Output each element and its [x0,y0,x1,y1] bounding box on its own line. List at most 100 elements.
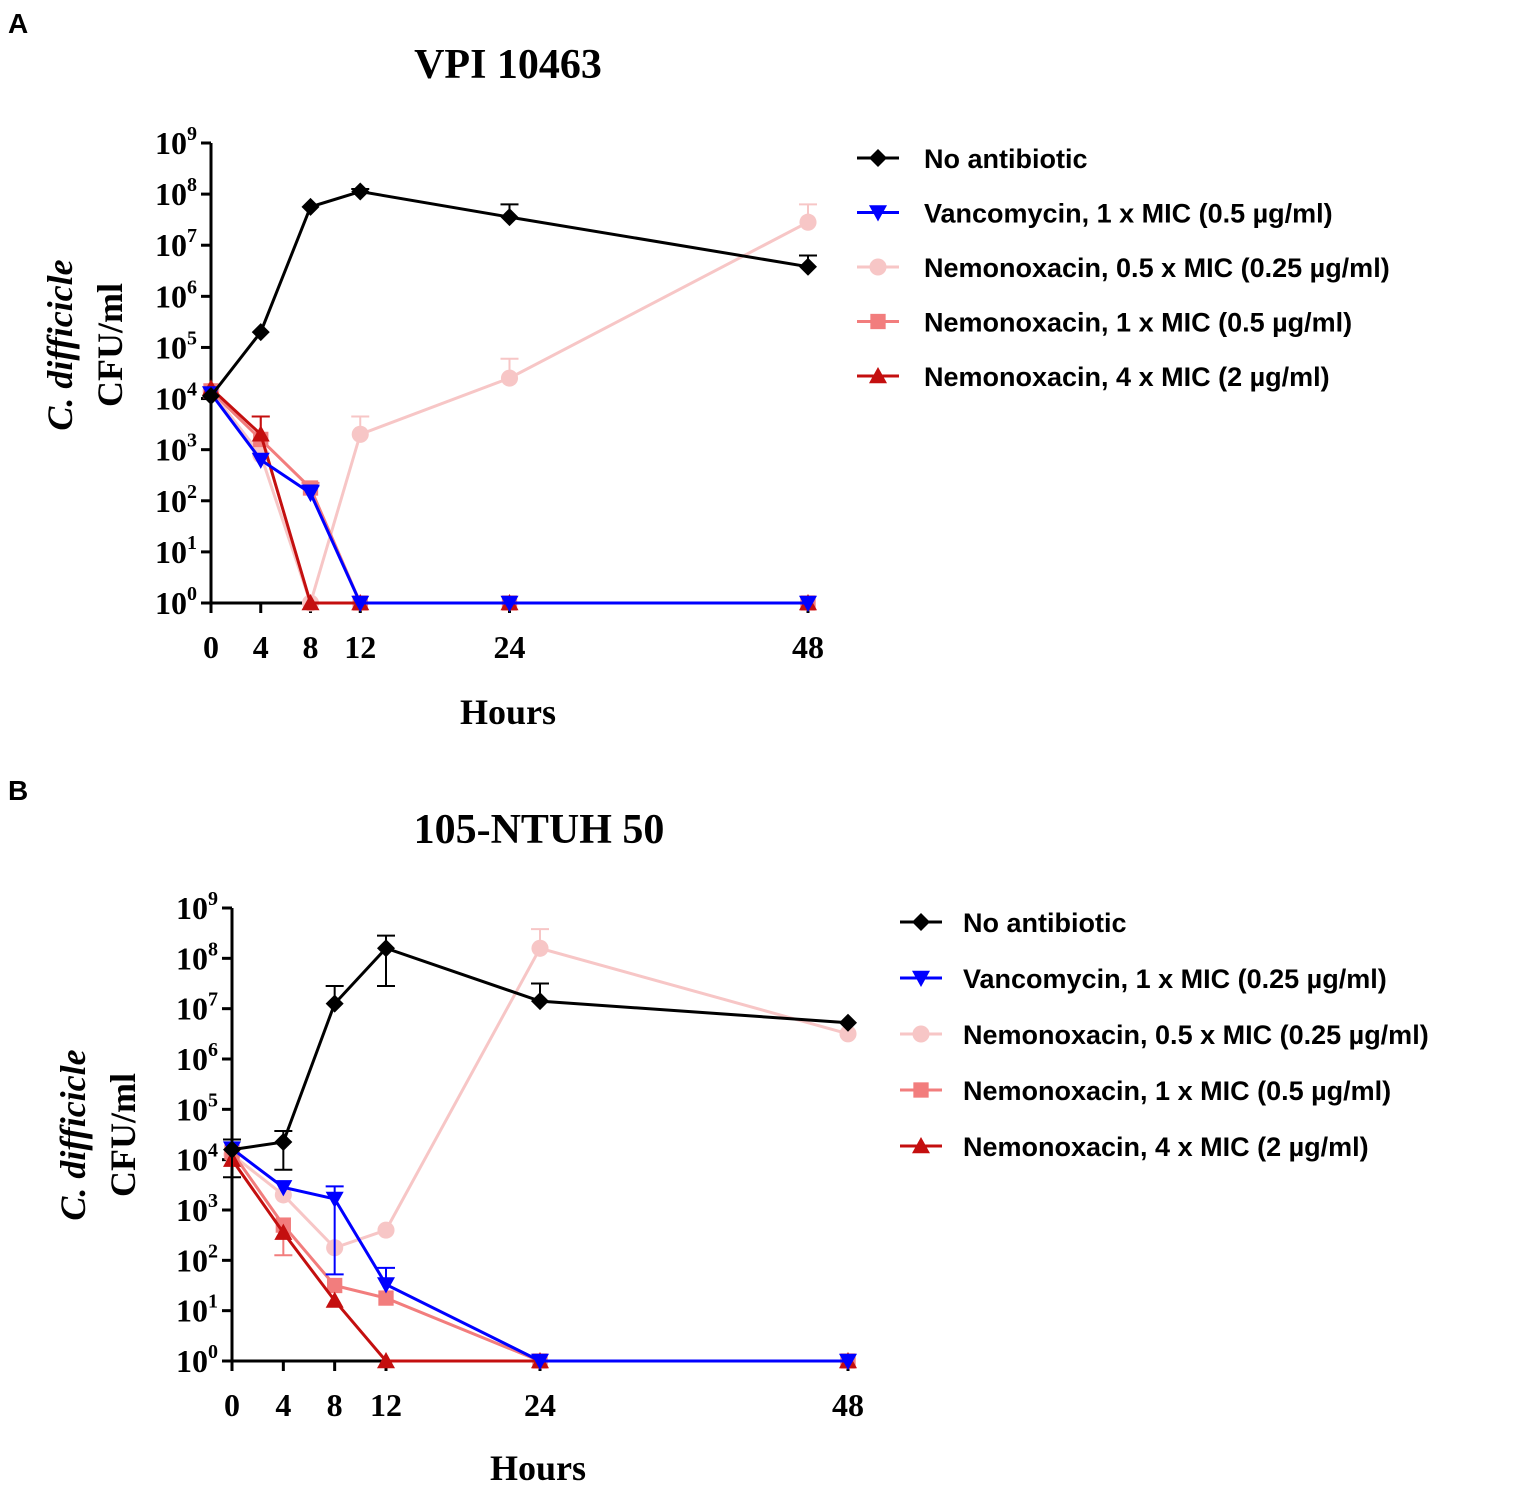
data-point [251,425,270,442]
x-tick-label: 24 [524,1387,556,1423]
data-point [202,387,220,405]
series-diamond [223,934,857,1179]
chart-title-b: 105-NTUH 50 [414,807,665,853]
x-axis-label-b: Hours [490,1448,586,1488]
y-tick-base: 10 [176,1142,208,1178]
series-line [231,1147,848,1363]
legend-label: Vancomycin, 1 x MIC (0.25 µg/ml) [963,964,1387,994]
y-tick-label: 104 [176,1140,218,1178]
y-tick-exponent: 1 [187,532,197,554]
series-line [230,1158,848,1363]
data-point [274,1223,293,1240]
x-tick-label: 12 [344,629,376,665]
legend-item: Nemonoxacin, 1 x MIC (0.5 µg/ml) [900,1076,1391,1106]
legend-label: Nemonoxacin, 4 x MIC (2 µg/ml) [963,1132,1369,1162]
y-axis-label-a: CFU/ml [90,283,130,407]
legend-item: Vancomycin, 1 x MIC (0.5 µg/ml) [857,199,1333,229]
y-tick-label: 103 [155,430,197,468]
data-point [531,1353,549,1370]
data-point [531,992,549,1011]
legend-item: No antibiotic [857,144,1088,174]
data-point [378,1290,394,1306]
y-tick-base: 10 [176,1091,208,1127]
series-diamond [202,182,817,405]
legend-marker [912,913,930,931]
data-point [377,1352,395,1369]
data-point [325,994,344,1013]
y-tick-base: 10 [155,585,187,621]
y-tick-label: 103 [176,1190,218,1228]
legend-marker [912,1025,930,1043]
y-tick-base: 10 [176,1293,208,1329]
x-tick-label: 8 [327,1387,343,1423]
legend-marker [869,205,887,222]
y-tick-exponent: 8 [208,938,218,960]
legend-b: No antibiotic Vancomycin, 1 x MIC (0.25 µ… [900,908,1429,1162]
x-tick-label: 0 [203,629,219,665]
data-point [351,182,370,201]
legend-item: Vancomycin, 1 x MIC (0.25 µg/ml) [900,964,1387,994]
series-line [230,1151,848,1363]
y-tick-label: 100 [155,583,197,621]
x-axis-label-a: Hours [460,692,556,732]
data-point [274,1180,293,1197]
y-tick-exponent: 3 [187,430,197,452]
y-tick-label: 106 [155,276,197,314]
y-tick-exponent: 4 [208,1140,218,1162]
y-tick-exponent: 5 [208,1089,218,1111]
x-tick-label: 48 [832,1387,864,1423]
legend-marker [912,1137,930,1154]
y-tick-base: 10 [155,227,187,263]
legend-item: Nemonoxacin, 1 x MIC (0.5 µg/ml) [857,308,1352,338]
data-point [325,1191,344,1208]
y-tick-exponent: 4 [187,379,197,401]
y-tick-label: 105 [155,327,197,365]
series-triangle-up [223,1150,857,1369]
legend-label: No antibiotic [924,144,1088,174]
panel-b: B 105-NTUH 50 10010110210310410510610710… [8,775,1429,1488]
series-line [209,220,809,608]
y-tick-label: 109 [176,888,218,926]
y-tick-label: 101 [155,532,197,570]
y-tick-exponent: 2 [208,1240,218,1262]
y-tick-exponent: 1 [208,1291,218,1313]
series-square [203,383,816,611]
legend-label: No antibiotic [963,908,1127,938]
x-tick-label: 0 [224,1387,240,1423]
data-point [301,485,320,503]
data-point [377,1221,395,1239]
chart-title-a: VPI 10463 [414,42,602,88]
y-tick-label: 102 [176,1240,218,1278]
legend-label: Nemonoxacin, 4 x MIC (2 µg/ml) [924,362,1330,392]
y-tick-exponent: 0 [208,1341,218,1363]
data-point [531,939,549,957]
series-line [209,190,809,397]
legend-label: Nemonoxacin, 1 x MIC (0.5 µg/ml) [963,1076,1391,1106]
y-tick-exponent: 0 [187,583,197,605]
y-tick-base: 10 [155,278,187,314]
series-line [209,387,808,605]
data-point [839,1353,857,1370]
y-tick-exponent: 9 [208,888,218,910]
y-tick-base: 10 [176,890,208,926]
y-tick-base: 10 [155,534,187,570]
series-line [209,392,808,605]
data-point [500,595,519,612]
y-tick-base: 10 [155,483,187,519]
data-point [351,425,369,443]
y-tick-exponent: 9 [187,123,197,145]
y-tick-label: 104 [155,379,197,417]
legend-marker [869,258,887,276]
y-axis-label-b: CFU/ml [103,1073,143,1197]
data-point [500,369,519,387]
data-point [377,939,395,958]
legend-a: No antibiotic Vancomycin, 1 x MIC (0.5 µg… [857,144,1390,392]
y-tick-base: 10 [176,1242,208,1278]
y-tick-label: 108 [155,174,197,212]
y-tick-exponent: 5 [187,327,197,349]
x-tick-label: 4 [253,629,269,665]
legend-label: Nemonoxacin, 1 x MIC (0.5 µg/ml) [924,308,1352,338]
x-tick-label: 12 [370,1387,402,1423]
legend-label: Vancomycin, 1 x MIC (0.5 µg/ml) [924,199,1333,229]
